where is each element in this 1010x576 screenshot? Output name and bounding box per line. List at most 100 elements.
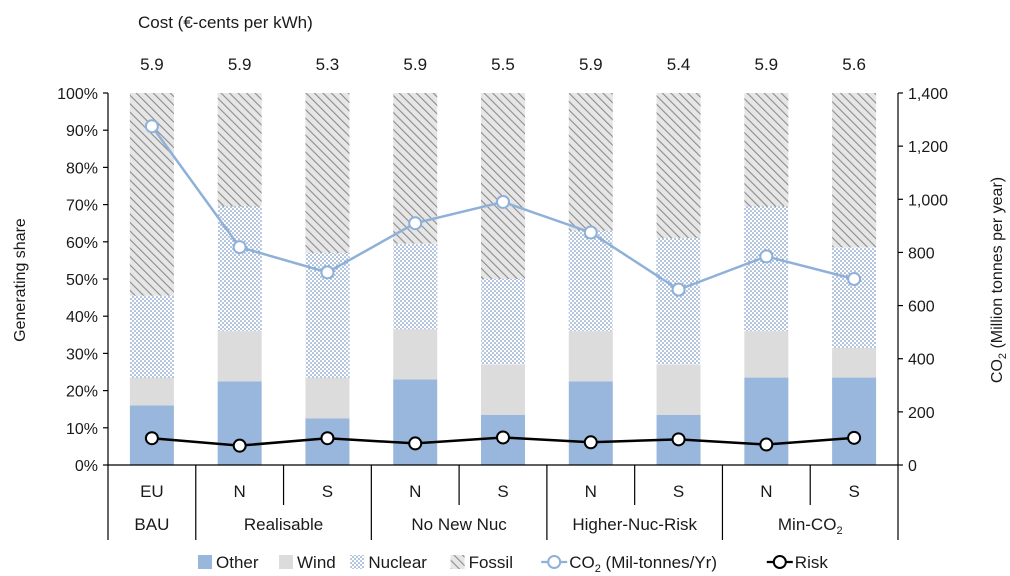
legend: Other Wind Nuclear Fossil CO2 (Mil-tonnes/Yr… bbox=[198, 553, 828, 575]
bar-nuclear bbox=[832, 247, 877, 348]
left-tick-label: 10% bbox=[66, 421, 98, 438]
risk-point bbox=[759, 437, 774, 452]
right-tick-label: 200 bbox=[908, 405, 935, 422]
bar-nuclear bbox=[129, 295, 174, 378]
right-tick-label: 1,000 bbox=[908, 192, 948, 209]
cost-value: 5.3 bbox=[316, 55, 340, 74]
cost-value: 5.6 bbox=[842, 55, 866, 74]
cost-value: 5.9 bbox=[755, 55, 779, 74]
left-tick-label: 50% bbox=[66, 272, 98, 289]
bar-wind bbox=[217, 331, 262, 382]
legend-label: Nuclear bbox=[368, 553, 427, 572]
category-label: S bbox=[322, 482, 333, 501]
bar-fossil bbox=[305, 93, 350, 253]
legend-label: CO2 (Mil-tonnes/Yr) bbox=[569, 553, 717, 575]
legend-marker-risk bbox=[772, 555, 787, 569]
bar-nuclear bbox=[744, 206, 789, 332]
co2-point bbox=[144, 119, 159, 134]
risk-point bbox=[671, 432, 686, 447]
legend-swatch-nuclear bbox=[350, 555, 365, 569]
left-tick-label: 80% bbox=[66, 160, 98, 177]
bar-wind bbox=[568, 331, 613, 382]
left-tick-label: 60% bbox=[66, 235, 98, 252]
bar-fossil bbox=[744, 93, 789, 207]
category-label: EU bbox=[140, 482, 164, 501]
legend-label: Wind bbox=[297, 553, 336, 572]
cost-row: 5.9 5.9 5.3 5.9 5.5 5.9 5.4 5.9 5.6 bbox=[140, 55, 866, 74]
co2-point bbox=[583, 225, 598, 240]
co2-point bbox=[759, 249, 774, 264]
bar-fossil bbox=[481, 93, 525, 279]
group-label: BAU bbox=[134, 515, 169, 534]
bar-wind bbox=[744, 331, 789, 378]
bar-fossil bbox=[832, 93, 877, 248]
left-tick-label: 20% bbox=[66, 384, 98, 401]
bar-fossil bbox=[217, 93, 262, 207]
cost-value: 5.5 bbox=[491, 55, 515, 74]
left-axis: 0% 10% 20% 30% 40% 50% 60% 70% 80% 90% 100% bbox=[57, 86, 109, 475]
risk-point bbox=[496, 430, 510, 445]
category-label: N bbox=[760, 482, 772, 501]
bar-other bbox=[744, 377, 789, 465]
category-label: N bbox=[585, 482, 597, 501]
lines bbox=[144, 119, 862, 453]
y-axis-label-right: CO2 (Million tonnes per year) bbox=[989, 177, 1009, 383]
category-label: S bbox=[497, 482, 508, 501]
legend-swatch-fossil bbox=[450, 555, 465, 569]
risk-point bbox=[847, 430, 862, 445]
risk-point bbox=[320, 431, 335, 446]
bar-other bbox=[832, 377, 877, 465]
legend-swatch-wind bbox=[279, 555, 293, 569]
co2-point bbox=[847, 272, 862, 286]
bar-fossil bbox=[656, 93, 701, 239]
risk-point bbox=[232, 438, 247, 453]
risk-point bbox=[144, 431, 159, 446]
bar-wind bbox=[305, 377, 350, 419]
risk-point bbox=[408, 436, 423, 451]
bar-wind bbox=[656, 364, 701, 415]
co2-point bbox=[232, 240, 247, 255]
legend-label: Fossil bbox=[469, 553, 513, 572]
bar-nuclear bbox=[656, 238, 701, 365]
cost-value: 5.4 bbox=[667, 55, 691, 74]
bar-other bbox=[393, 379, 438, 465]
cost-value: 5.9 bbox=[140, 55, 164, 74]
group-label: Realisable bbox=[244, 515, 323, 534]
bar-wind bbox=[129, 377, 174, 406]
bar-fossil bbox=[568, 93, 613, 231]
category-label: S bbox=[673, 482, 684, 501]
cost-value: 5.9 bbox=[228, 55, 252, 74]
legend-label: Other bbox=[216, 553, 259, 572]
group-label: No New Nuc bbox=[411, 515, 507, 534]
group-label: Higher-Nuc-Risk bbox=[572, 515, 697, 534]
category-label: N bbox=[409, 482, 421, 501]
cost-value: 5.9 bbox=[403, 55, 427, 74]
bars bbox=[129, 93, 877, 465]
right-tick-label: 0 bbox=[908, 458, 917, 475]
co2-point bbox=[671, 282, 686, 297]
right-tick-label: 800 bbox=[908, 245, 935, 262]
bar-nuclear bbox=[393, 243, 438, 330]
category-label: N bbox=[234, 482, 246, 501]
left-tick-label: 100% bbox=[57, 86, 98, 103]
legend-marker-co2 bbox=[547, 555, 562, 569]
co2-point bbox=[320, 265, 335, 280]
group-label: Min-CO2 bbox=[778, 515, 843, 537]
left-tick-label: 90% bbox=[66, 123, 98, 140]
left-tick-label: 30% bbox=[66, 346, 98, 363]
bar-nuclear bbox=[568, 230, 613, 332]
bar-other bbox=[568, 381, 613, 465]
left-tick-label: 0% bbox=[75, 458, 98, 475]
legend-swatch-other bbox=[198, 555, 212, 569]
category-label: S bbox=[848, 482, 859, 501]
bar-nuclear bbox=[481, 279, 525, 365]
y-axis-label-left: Generating share bbox=[12, 218, 29, 342]
right-axis: 0 200 400 600 800 1,000 1,200 1,400 bbox=[897, 86, 948, 475]
legend-label: Risk bbox=[795, 553, 829, 572]
cost-value: 5.9 bbox=[579, 55, 603, 74]
bar-wind bbox=[832, 347, 877, 378]
right-tick-label: 600 bbox=[908, 299, 935, 316]
left-tick-label: 70% bbox=[66, 198, 98, 215]
right-tick-label: 400 bbox=[908, 352, 935, 369]
